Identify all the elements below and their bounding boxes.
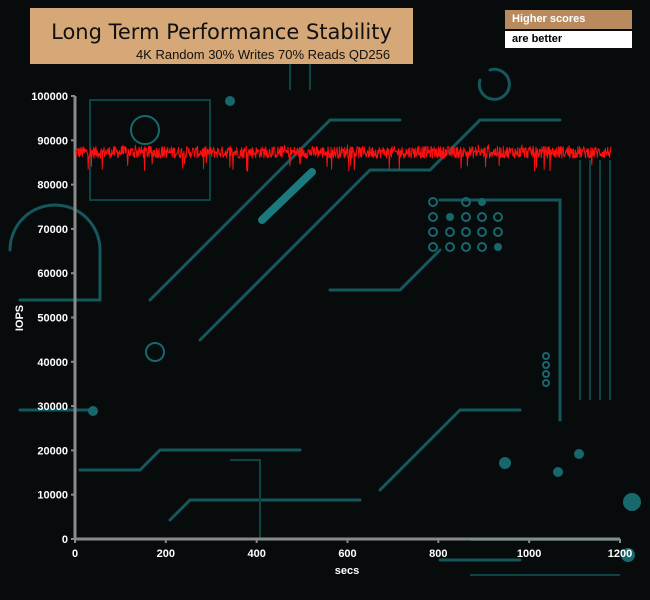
x-tick-label: 1000 [517,548,541,560]
y-tick-label: 40000 [37,357,68,369]
y-tick-label: 30000 [37,401,68,413]
series-line [74,144,612,172]
y-tick-label: 70000 [37,224,68,236]
x-tick-label: 400 [247,548,265,560]
y-tick-label: 50000 [37,313,68,325]
y-tick-label: 80000 [37,180,68,192]
y-tick-label: 90000 [37,135,68,147]
y-tick-label: 0 [62,534,68,546]
x-tick-label: 800 [429,548,447,560]
y-tick-label: 20000 [37,445,68,457]
chart-title: Long Term Performance Stability [51,20,392,44]
chart-subtitle: 4K Random 30% Writes 70% Reads QD256 [116,45,410,64]
y-axis-label: IOPS [14,305,26,331]
x-tick-label: 1200 [608,548,632,560]
legend-note-higher-scores: Higher scores [505,10,632,29]
x-tick-label: 200 [157,548,175,560]
x-tick-label: 0 [72,548,78,560]
legend-note-are-better: are better [505,31,632,48]
y-tick-label: 60000 [37,268,68,280]
chart-title-box: Long Term Performance Stability [30,8,413,64]
y-tick-label: 100000 [31,91,68,103]
y-tick-label: 10000 [37,490,68,502]
x-axis-label: secs [335,565,359,577]
x-tick-label: 600 [338,548,356,560]
